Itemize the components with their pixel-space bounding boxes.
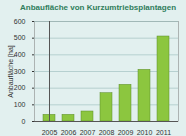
svg-text:400: 400 <box>14 51 26 58</box>
svg-text:2008: 2008 <box>99 129 115 136</box>
svg-text:2007: 2007 <box>80 129 96 136</box>
svg-text:2010: 2010 <box>137 129 153 136</box>
svg-text:200: 200 <box>14 84 26 91</box>
svg-text:600: 600 <box>14 18 26 25</box>
html-text:Anbaufläche von Kurzumtriebspl: Anbaufläche von Kurzumtriebsplantagen <box>20 3 176 12</box>
svg-text:2011: 2011 <box>156 129 171 136</box>
svg-text:100: 100 <box>14 101 26 108</box>
svg-text:2006: 2006 <box>61 129 77 136</box>
svg-text:0: 0 <box>22 118 26 125</box>
svg-text:2009: 2009 <box>118 129 134 136</box>
svg-text:2005: 2005 <box>42 129 58 136</box>
svg-text:300: 300 <box>14 68 26 75</box>
svg-text:Anbaufläche [ha]: Anbaufläche [ha] <box>7 45 15 98</box>
svg-text:500: 500 <box>14 34 26 41</box>
